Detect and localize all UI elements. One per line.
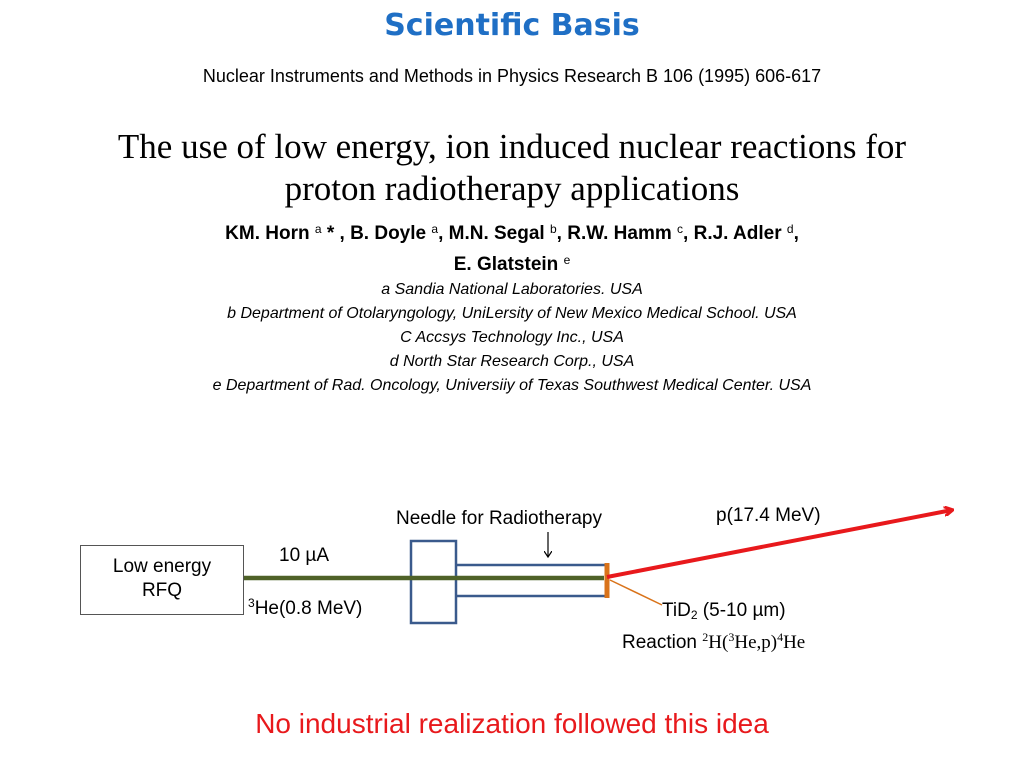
author-name: R.J. Adler <box>693 223 782 244</box>
reaction-label: Reaction 2H(3He,p)4He <box>622 630 805 654</box>
beam-isotope-sup: 3 <box>248 596 255 610</box>
reaction-part: He <box>783 632 806 653</box>
author-sep: , <box>556 223 568 244</box>
target-thickness: (5-10 µm) <box>697 600 786 621</box>
author-affil-mark: a <box>314 222 322 236</box>
proton-energy-label: p(17.4 MeV) <box>716 505 821 526</box>
proton-beam-arrow <box>606 510 952 579</box>
current-value: 10 <box>279 545 306 566</box>
author-affil-mark: e <box>563 253 571 267</box>
rfq-label-line1: Low energy <box>112 556 212 577</box>
reaction-part: H( <box>708 632 729 653</box>
rfq-box: Low energy RFQ <box>80 545 244 615</box>
author-name: KM. Horn <box>225 223 310 244</box>
author-sep: , <box>683 223 694 244</box>
affiliation: e Department of Rad. Oncology, Universii… <box>212 377 812 394</box>
author-affil-mark: b <box>549 222 557 236</box>
slide-title: Scientific Basis <box>384 8 640 43</box>
reaction-part: He,p) <box>734 632 778 653</box>
reaction-sup: 3 <box>728 630 735 644</box>
target-pointer-line <box>609 579 663 606</box>
target-prefix: TiD <box>662 600 691 621</box>
author-affil-mark: a <box>431 222 439 236</box>
beam-energy-text: He(0.8 MeV) <box>254 598 363 619</box>
reaction-prefix: Reaction <box>622 632 703 653</box>
affiliation: C Accsys Technology Inc., USA <box>400 329 624 346</box>
beam-energy-label: 3He(0.8 MeV) <box>248 596 362 620</box>
author-sep: * , <box>321 223 351 244</box>
author-name: M.N. Segal <box>448 223 545 244</box>
affiliation: d North Star Research Corp., USA <box>389 353 635 370</box>
author-list-line1: KM. Horn a * , B. Doyle a, M.N. Segal b,… <box>0 222 1024 245</box>
reaction-sup: 2 <box>702 630 709 644</box>
author-sep: , <box>438 223 449 244</box>
author-list-line2: E. Glatstein e <box>0 253 1024 276</box>
needle-flange <box>409 539 458 625</box>
reaction-sup: 4 <box>777 630 784 644</box>
author-name: E. Glatstein <box>453 254 559 275</box>
apparatus-diagram <box>244 480 1024 625</box>
needle-label: Needle for Radiotherapy <box>396 508 602 529</box>
beam-current-label: 10 µA <box>279 545 329 567</box>
author-name: R.W. Hamm <box>567 223 672 244</box>
author-affil-mark: d <box>786 222 794 236</box>
author-name: B. Doyle <box>350 223 427 244</box>
journal-citation: Nuclear Instruments and Methods in Physi… <box>202 66 822 86</box>
author-sep: , <box>793 223 799 244</box>
paper-title-line2: proton radiotherapy applications <box>284 169 740 208</box>
target-sub: 2 <box>690 608 698 622</box>
paper-title-line1: The use of low energy, ion induced nucle… <box>117 127 907 166</box>
paper-title: The use of low energy, ion induced nucle… <box>0 126 1024 210</box>
affiliation: b Department of Otolaryngology, UniLersi… <box>227 305 797 322</box>
affiliation: a Sandia National Laboratories. USA <box>381 281 643 298</box>
author-affil-mark: c <box>677 222 684 236</box>
conclusion-note: No industrial realization followed this … <box>255 708 769 739</box>
target-label: TiD2 (5-10 µm) <box>662 600 786 622</box>
current-unit: µA <box>305 545 330 566</box>
rfq-label-line2: RFQ <box>141 580 183 601</box>
